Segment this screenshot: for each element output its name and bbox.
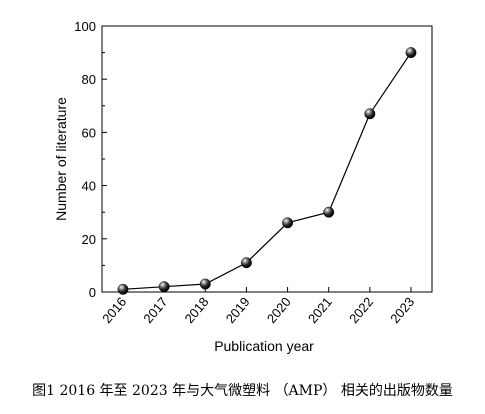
figure-caption: 图1 2016 年至 2023 年与大气微塑料 （AMP） 相关的出版物数量 [32, 383, 453, 399]
x-tick-label: 2019 [223, 294, 253, 326]
x-tick-label: 2018 [182, 294, 212, 326]
data-point [240, 257, 252, 269]
x-tick-label: 2016 [99, 294, 129, 326]
y-tick-label: 20 [82, 232, 96, 247]
x-tick-label: 2020 [264, 294, 294, 326]
x-tick-label: 2017 [140, 294, 170, 326]
y-axis-label: Number of literature [53, 97, 69, 221]
data-point [117, 283, 129, 295]
data-point [323, 206, 335, 218]
x-tick-label: 2022 [346, 294, 376, 326]
x-tick-label: 2023 [387, 294, 417, 326]
y-tick-label: 60 [82, 125, 96, 140]
data-point [364, 108, 376, 120]
series-line [122, 52, 412, 290]
series-layer [117, 47, 417, 295]
data-point [158, 281, 170, 293]
y-axis: 0 20 40 60 80 100 [74, 19, 107, 300]
line-chart: 0 20 40 60 80 100 2016 2017 2018 2019 2020 2021 202… [53, 19, 433, 354]
x-tick-label: 2021 [305, 294, 335, 326]
y-tick-label: 100 [74, 19, 96, 34]
y-tick-label: 80 [82, 72, 96, 87]
y-tick-label: 0 [89, 285, 96, 300]
x-axis-label: Publication year [214, 338, 314, 354]
plot-frame [101, 25, 433, 293]
data-point [282, 217, 294, 229]
x-axis: 2016 2017 2018 2019 2020 2021 2022 2023 [99, 287, 417, 326]
data-point [199, 278, 211, 290]
data-point [405, 47, 417, 59]
y-tick-label: 40 [82, 179, 96, 194]
